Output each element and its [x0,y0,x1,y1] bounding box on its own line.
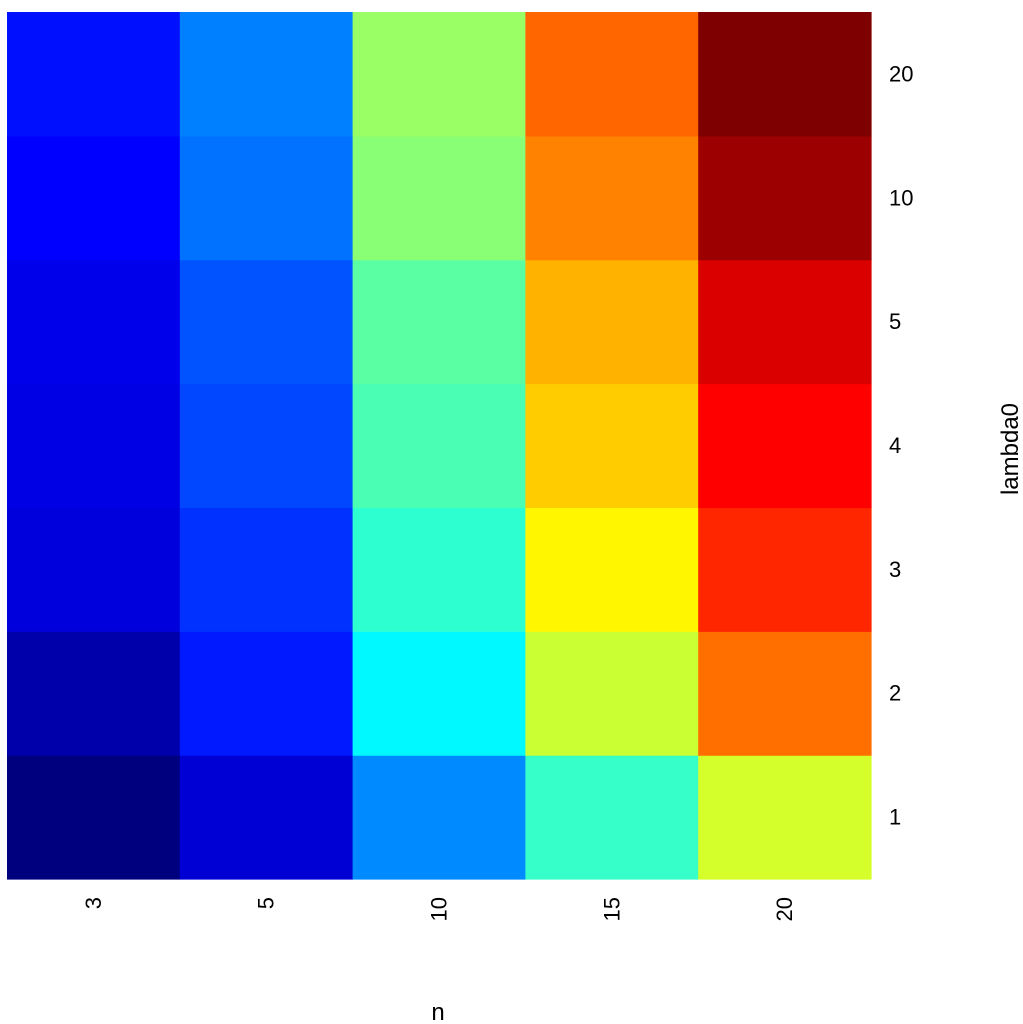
x-tick-label: 20 [772,897,797,921]
heatmap-cell-n15-lambda0-4 [525,383,699,509]
heatmap-cell-n20-lambda0-1 [698,755,872,880]
heatmap-cell-n20-lambda0-10 [698,135,872,261]
y-tick-label: 5 [889,309,901,334]
y-tick-label: 10 [889,185,913,210]
heatmap-cell-n20-lambda0-3 [698,507,872,632]
heatmap-cell-n3-lambda0-2 [7,631,181,756]
heatmap-cell-n3-lambda0-1 [7,755,181,880]
heatmap-cell-n15-lambda0-5 [525,259,699,385]
heatmap-cell-n10-lambda0-4 [352,383,526,509]
heatmap-cell-n20-lambda0-5 [698,259,872,385]
x-axis-title: n [431,999,444,1024]
heatmap-cell-n5-lambda0-2 [179,631,354,756]
y-tick-label: 1 [889,805,901,830]
x-tick-label: 10 [427,897,452,921]
heatmap-cell-n5-lambda0-4 [179,383,354,509]
heatmap-cell-n3-lambda0-3 [7,507,181,632]
heatmap-cell-n15-lambda0-10 [525,135,699,261]
heatmap-cell-n3-lambda0-20 [7,12,181,137]
heatmap-cell-n20-lambda0-4 [698,383,872,509]
heatmap-cell-n10-lambda0-20 [352,12,526,137]
x-tick-label: 5 [254,897,279,909]
y-axis-ticks: 1 2 3 4 5 10 20 [889,61,913,829]
heatmap-cell-n10-lambda0-2 [352,631,526,756]
y-tick-label: 3 [889,557,901,582]
heatmap-cell-n15-lambda0-20 [525,12,699,137]
x-axis-ticks: 3 5 10 15 20 [81,897,797,921]
heatmap-cell-n20-lambda0-2 [698,631,872,756]
heatmap-cell-n15-lambda0-3 [525,507,699,632]
x-tick-label: 3 [81,897,106,909]
heatmap-cell-n15-lambda0-1 [525,755,699,880]
heatmap-cells [7,12,872,880]
heatmap-cell-n5-lambda0-20 [179,12,354,137]
heatmap-cell-n20-lambda0-20 [698,12,872,137]
heatmap-cell-n5-lambda0-1 [179,755,354,880]
heatmap-cell-n3-lambda0-4 [7,383,181,509]
heatmap-cell-n3-lambda0-5 [7,259,181,385]
y-tick-label: 2 [889,681,901,706]
heatmap-cell-n15-lambda0-2 [525,631,699,756]
heatmap-cell-n3-lambda0-10 [7,135,181,261]
heatmap-cell-n10-lambda0-5 [352,259,526,385]
heatmap-cell-n10-lambda0-10 [352,135,526,261]
x-tick-label: 15 [599,897,624,921]
y-tick-label: 4 [889,433,901,458]
heatmap-cell-n10-lambda0-1 [352,755,526,880]
heatmap-cell-n10-lambda0-3 [352,507,526,632]
heatmap-cell-n5-lambda0-3 [179,507,354,632]
heatmap-cell-n5-lambda0-5 [179,259,354,385]
y-axis-title: lambda0 [997,403,1023,495]
y-tick-label: 20 [889,61,913,86]
heatmap-cell-n5-lambda0-10 [179,135,354,261]
